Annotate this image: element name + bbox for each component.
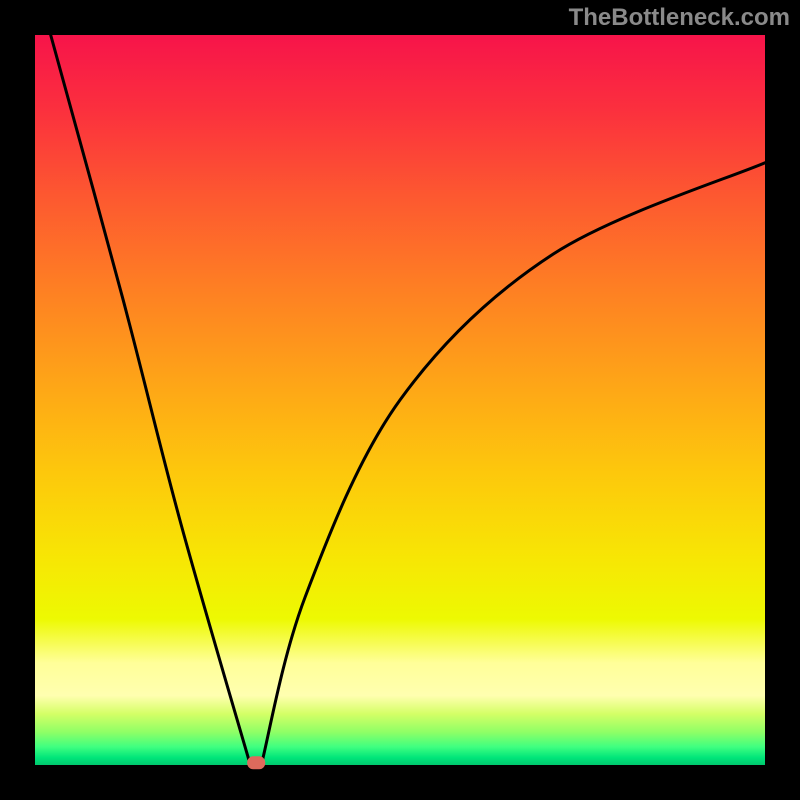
watermark-text: TheBottleneck.com — [569, 4, 790, 32]
optimum-marker — [247, 756, 265, 769]
bottleneck-chart — [0, 0, 800, 800]
chart-container: TheBottleneck.com — [0, 0, 800, 800]
